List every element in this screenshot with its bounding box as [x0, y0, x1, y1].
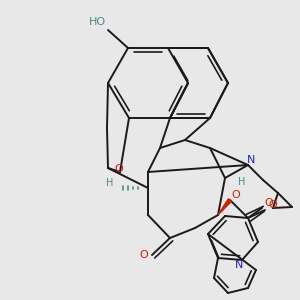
Text: H: H — [238, 177, 246, 187]
Text: O: O — [265, 198, 273, 208]
Text: H: H — [106, 178, 114, 188]
Text: O: O — [232, 190, 240, 200]
Text: O: O — [268, 200, 278, 210]
Text: O: O — [115, 164, 123, 174]
Polygon shape — [218, 199, 232, 215]
Text: O: O — [140, 250, 148, 260]
Text: N: N — [235, 260, 243, 270]
Text: N: N — [247, 155, 255, 165]
Text: HO: HO — [88, 17, 106, 27]
